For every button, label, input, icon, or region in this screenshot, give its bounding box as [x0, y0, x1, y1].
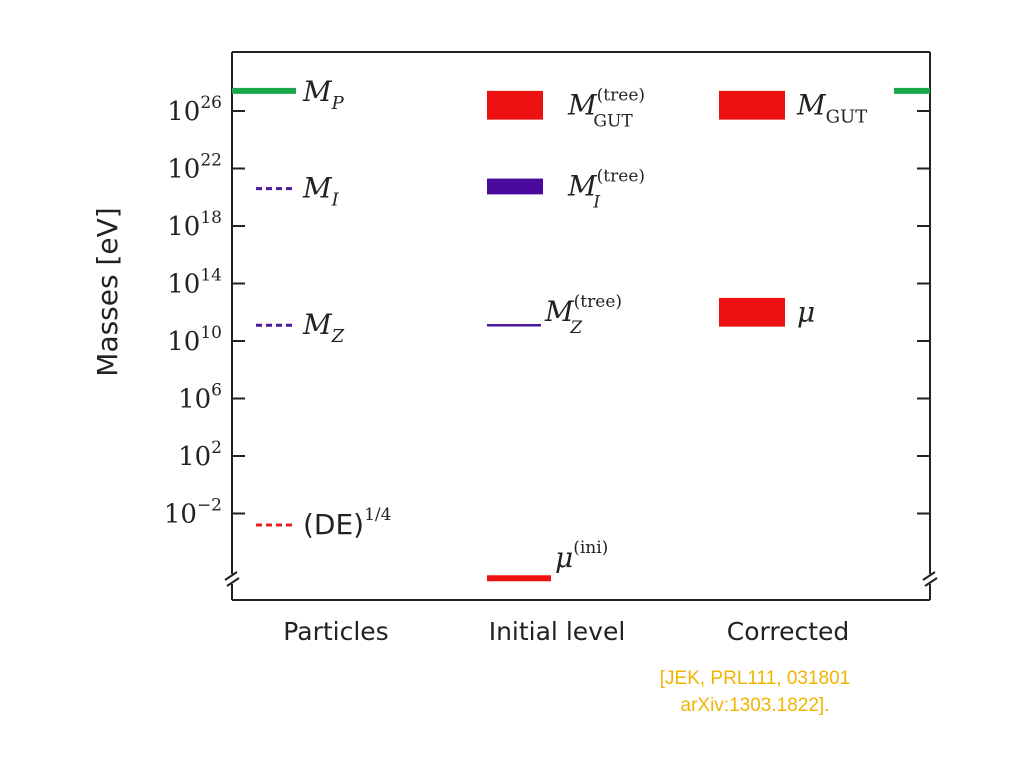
gut-mass-label: MGUT: [796, 88, 867, 127]
y-tick-label: 1022: [167, 151, 222, 185]
axis-break-left: [224, 571, 240, 587]
y-axis-label: Masses [eV]: [91, 207, 124, 376]
y-tick-label: 106: [178, 381, 222, 415]
gut-mass-tree-band: [487, 90, 543, 120]
y-tick-label: 1010: [167, 323, 222, 357]
gut-mass-tree-label: M(tree) GUT: [567, 85, 645, 131]
dark-energy-scale-label: (DE)1/4: [303, 505, 391, 541]
z-mass-label: MZ: [302, 308, 345, 347]
intermediate-mass-label: MI: [302, 172, 340, 211]
column-label-particles: Particles: [283, 617, 388, 646]
y-tick-label: 1018: [167, 208, 222, 242]
citation-line-2: arXiv:1303.1822].: [680, 695, 830, 716]
citation-line-1: [JEK, PRL111, 031801: [659, 668, 851, 689]
mu-band: [719, 297, 785, 327]
column-label-corrected: Corrected: [727, 617, 850, 646]
column-label-initial: Initial level: [489, 617, 626, 646]
y-tick-label: 1026: [167, 93, 222, 127]
z-mass-tree-label: M(tree) Z: [544, 292, 622, 338]
column-labels: Particles Initial level Corrected: [283, 617, 849, 646]
y-ticks: 10−2 102 106 1010 1014 1018 1022 1026: [164, 93, 930, 530]
intermediate-mass-tree-band: [487, 178, 543, 195]
planck-mass-label: MP: [302, 75, 345, 114]
axes: [224, 51, 938, 601]
axis-break-right: [922, 571, 938, 587]
y-tick-label: 102: [178, 438, 222, 472]
mu-initial-label: μ(ini): [555, 538, 608, 574]
mu-label: μ: [797, 295, 815, 328]
y-tick-label: 10−2: [164, 496, 222, 530]
levels: MP MI MZ (DE)1/4 M(tree) GUT M(tree) I M(tree) Z μ…: [232, 75, 930, 582]
gut-mass-band: [719, 90, 785, 120]
citation: [JEK, PRL111, 031801 arXiv:1303.1822].: [590, 665, 920, 719]
y-tick-label: 1014: [167, 266, 222, 300]
intermediate-mass-tree-label: M(tree) I: [567, 166, 645, 212]
